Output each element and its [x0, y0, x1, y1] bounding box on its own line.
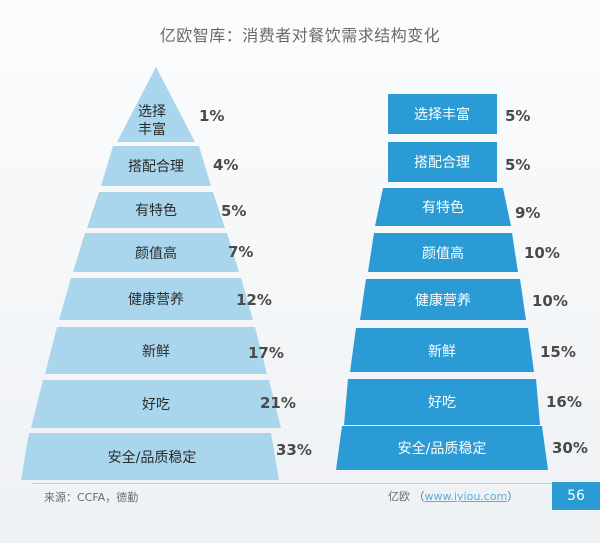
left-percent-1: 1% [199, 107, 224, 125]
left-segment-6 [45, 327, 267, 374]
right-label-8: 安全/品质稳定 [398, 440, 487, 457]
brand-url-open: （ [413, 490, 425, 503]
right-label-2: 搭配合理 [414, 155, 470, 171]
left-label-5: 健康营养 [128, 291, 184, 308]
right-percent-5: 10% [532, 292, 568, 310]
right-percent-6: 15% [540, 343, 576, 361]
left-percent-5: 12% [236, 291, 272, 309]
right-segment-4 [368, 233, 518, 272]
right-label-3: 有特色 [422, 199, 464, 216]
brand-credit: 亿欧 （www.iyiou.com） [388, 488, 518, 504]
left-percent-6: 17% [248, 344, 284, 362]
right-percent-4: 10% [524, 244, 560, 262]
left-segment-3 [87, 192, 225, 228]
right-label-6: 新鲜 [428, 344, 456, 360]
brand-name: 亿欧 [388, 490, 410, 503]
right-segment-5 [360, 279, 526, 320]
left-label-8: 安全/品质稳定 [108, 449, 197, 466]
right-percent-3: 9% [515, 204, 540, 222]
left-segment-8 [21, 433, 279, 480]
left-label-7: 好吃 [142, 397, 170, 413]
left-label-4: 颜值高 [135, 245, 177, 262]
page-number: 56 [552, 482, 600, 510]
right-segment-2 [388, 142, 497, 182]
right-segment-6 [350, 328, 534, 372]
left-segment-5 [59, 278, 253, 320]
right-percent-1: 5% [505, 107, 530, 125]
left-pyramid: 选择 丰富 搭配合理 有特色 颜值高 健康营养 新鲜 好吃 安全/品质稳定 1%… [21, 67, 312, 480]
footer-divider [32, 483, 568, 484]
right-segment-1 [388, 94, 497, 134]
right-label-4: 颜值高 [422, 245, 464, 262]
left-segment-7 [31, 380, 281, 428]
right-segment-3 [375, 188, 511, 226]
left-percent-4: 7% [228, 243, 253, 261]
brand-url-close: ） [507, 490, 519, 503]
right-label-5: 健康营养 [415, 292, 471, 309]
left-percent-8: 33% [276, 441, 312, 459]
brand-url-link[interactable]: www.iyiou.com [424, 490, 508, 503]
right-pyramid: 选择丰富 搭配合理 有特色 颜值高 健康营养 新鲜 好吃 安全/品质稳定 5% … [336, 94, 588, 470]
left-label-2: 搭配合理 [128, 159, 184, 175]
source-note: 来源：CCFA，德勤 [44, 491, 139, 504]
right-percent-7: 16% [546, 393, 582, 411]
right-label-1: 选择丰富 [414, 106, 470, 123]
right-segment-8 [336, 426, 548, 470]
left-label-1b: 丰富 [138, 121, 166, 138]
left-segment-2 [101, 146, 211, 186]
left-segment-4 [73, 233, 239, 272]
right-percent-2: 5% [505, 156, 530, 174]
left-label-1a: 选择 [138, 104, 166, 120]
left-percent-7: 21% [260, 394, 296, 412]
left-label-3: 有特色 [135, 202, 177, 219]
right-segment-7 [344, 379, 540, 425]
left-label-6: 新鲜 [142, 344, 170, 360]
page-title: 亿欧智库：消费者对餐饮需求结构变化 [159, 26, 441, 45]
right-percent-8: 30% [552, 439, 588, 457]
left-percent-2: 4% [213, 156, 238, 174]
right-label-7: 好吃 [428, 395, 456, 411]
left-percent-3: 5% [221, 202, 246, 220]
left-segment-1 [117, 67, 195, 142]
